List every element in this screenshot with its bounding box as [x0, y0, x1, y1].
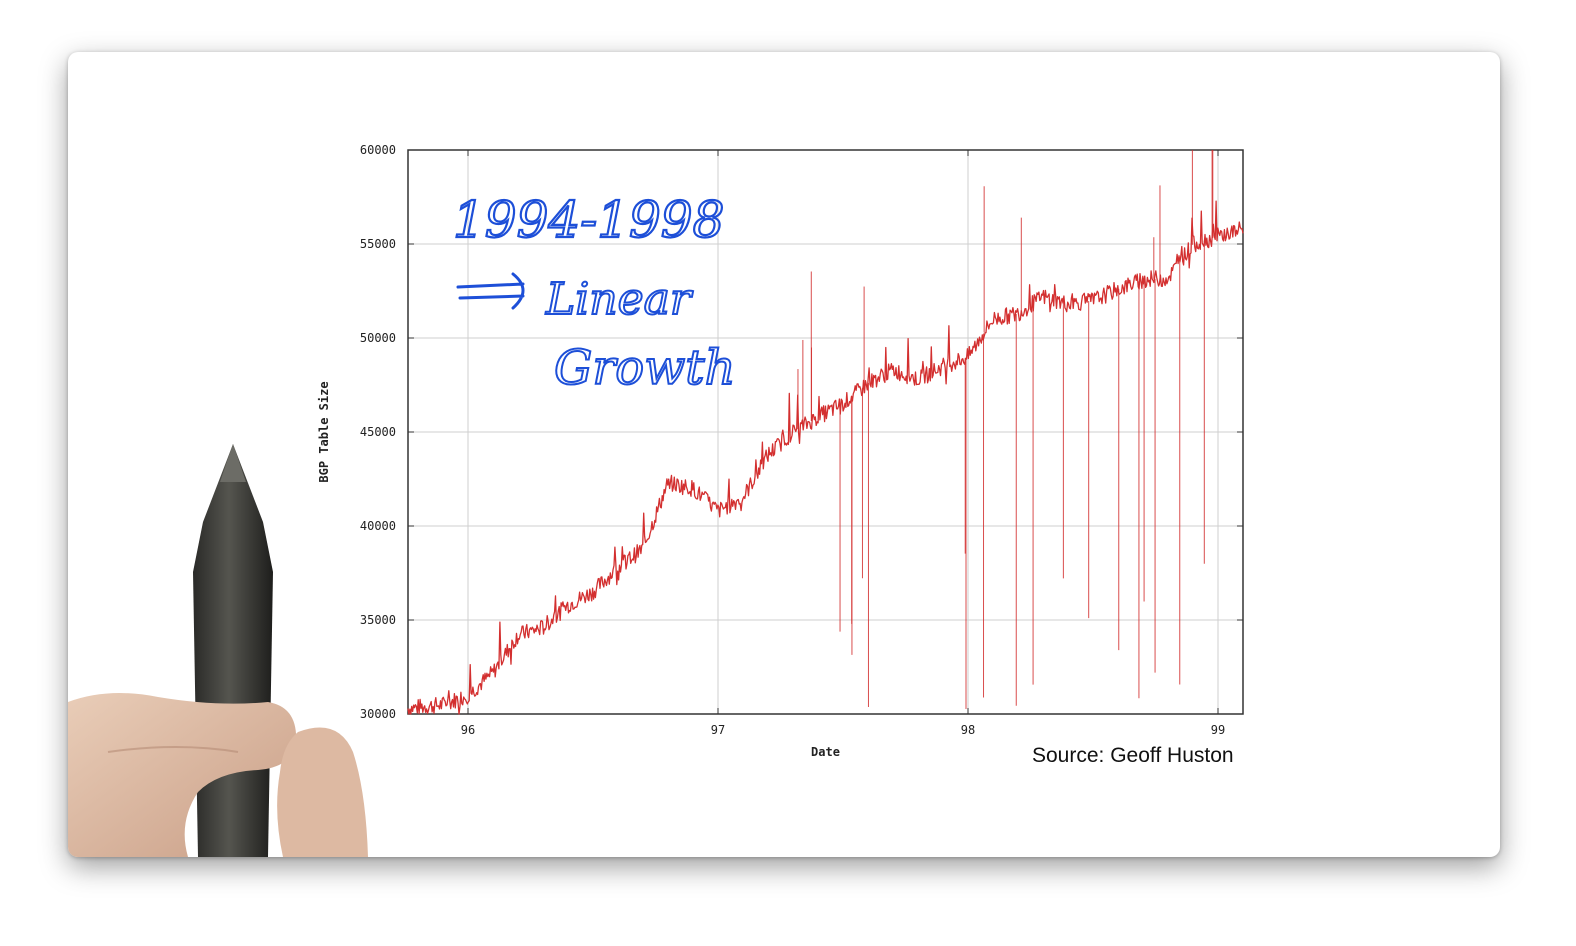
- annotation-years: 1994-1998: [453, 191, 724, 249]
- annotation-growth: Growth: [554, 340, 735, 396]
- x-tick-label: 98: [961, 723, 975, 737]
- chart: 30000 35000 40000 45000 50000 55000 60000 96 97 9…: [317, 143, 1244, 759]
- handwritten-annotation: 1994-1998 Linear Growth: [452, 190, 737, 397]
- x-tick-label: 96: [461, 723, 475, 737]
- source-credit: Source: Geoff Huston: [1032, 744, 1234, 767]
- plot-frame: [407, 149, 1244, 715]
- x-axis-label: Date: [811, 745, 840, 759]
- y-axis-label: BGP Table Size: [317, 381, 331, 482]
- slide-frame: 30000 35000 40000 45000 50000 55000 60000 96 97 9…: [68, 52, 1500, 857]
- x-tick-label: 99: [1211, 723, 1225, 737]
- y-tick-label: 30000: [360, 707, 396, 721]
- y-tick-label: 50000: [360, 331, 396, 345]
- y-tick-label: 35000: [360, 613, 396, 627]
- hand-with-pen-image: [68, 444, 368, 857]
- y-tick-label: 60000: [360, 143, 396, 157]
- series-line: [407, 200, 1244, 715]
- y-tick-label: 55000: [360, 237, 396, 251]
- y-tick-label: 45000: [360, 425, 396, 439]
- arrow-icon: [456, 272, 525, 310]
- x-tick-label: 97: [711, 723, 725, 737]
- y-tick-label: 40000: [360, 519, 396, 533]
- annotation-linear: Linear: [545, 274, 694, 325]
